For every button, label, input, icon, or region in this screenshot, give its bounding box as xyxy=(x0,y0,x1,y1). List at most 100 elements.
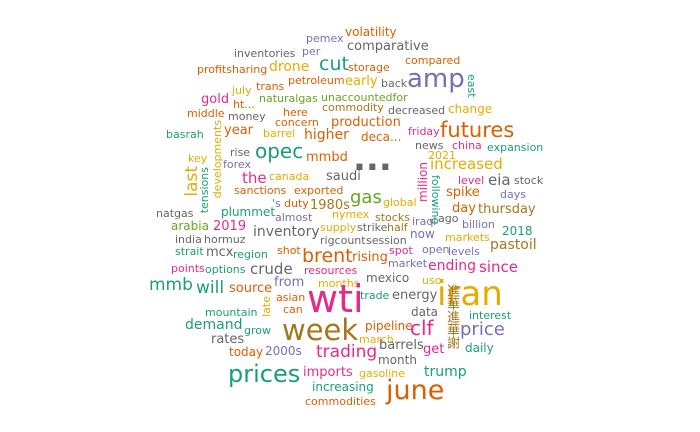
word-uso: uso xyxy=(422,274,442,287)
word-mmbd: mmbd xyxy=(306,150,348,165)
word-shot: shot xyxy=(277,244,301,257)
word-mountain: mountain xyxy=(205,306,258,319)
word-pastoil: pastoil xyxy=(490,237,537,253)
word-month: month xyxy=(378,353,417,367)
word-compared: compared xyxy=(405,54,461,67)
word-storage: storage xyxy=(348,61,390,74)
word-early: early xyxy=(345,74,378,89)
word-supply: supply xyxy=(320,221,357,234)
word-week: week xyxy=(282,313,359,347)
word-year: year xyxy=(224,123,254,138)
word-2019: 2019 xyxy=(213,219,247,234)
word-grow: grow xyxy=(244,324,271,337)
word-commodity: commodity xyxy=(322,101,384,114)
word-1980s: 1980s xyxy=(310,198,350,213)
word-sanctions: sanctions xyxy=(234,184,287,197)
word-profitsharing: profitsharing xyxy=(197,63,268,76)
word-saudi: saudi xyxy=(326,169,361,184)
word-spike: spike xyxy=(446,185,480,200)
word-inventory: inventory xyxy=(253,224,320,240)
word-futures: futures xyxy=(440,118,515,142)
word-cut: cut xyxy=(319,53,349,75)
word-open: open xyxy=(422,243,450,256)
word-brent: brent xyxy=(302,245,353,267)
word-since: since xyxy=(479,258,518,276)
word-dots: ... xyxy=(353,139,392,179)
word-data: data xyxy=(411,305,439,319)
word-spot: spot xyxy=(389,244,413,257)
word-source: source xyxy=(229,281,273,296)
word-concern: concern xyxy=(275,116,319,129)
word-here: here xyxy=(283,106,308,119)
word-energy: energy xyxy=(392,288,438,303)
word-session: session xyxy=(366,234,407,247)
word-higher: higher xyxy=(304,127,349,143)
word-news: news xyxy=(415,139,444,152)
word-days: days xyxy=(500,188,526,201)
word-2021: 2021 xyxy=(428,149,456,162)
word-can: can xyxy=(283,303,303,316)
word-ending: ending xyxy=(428,258,477,274)
word-key: key xyxy=(188,152,208,165)
word-east: east xyxy=(465,74,478,98)
word-half: half xyxy=(387,221,408,234)
word-region: region xyxy=(233,248,268,261)
word-volatility: volatility xyxy=(345,25,397,39)
word-arabia: arabia xyxy=(171,219,209,233)
word-march: march... xyxy=(359,333,405,346)
word-options: options xyxy=(205,263,246,276)
word-petroleum: petroleum xyxy=(288,74,345,87)
word-day: day xyxy=(452,201,476,216)
word-s: 's xyxy=(272,197,281,210)
word-points: points xyxy=(171,262,205,275)
word-deca: deca... xyxy=(361,130,402,144)
word-gasoline: gasoline xyxy=(359,367,406,380)
word-china: china xyxy=(452,139,482,152)
word-stocks: stocks xyxy=(375,211,410,224)
word-will: will xyxy=(196,278,225,298)
word-strike: strike xyxy=(357,221,388,234)
word-barrels: barrels xyxy=(379,338,424,353)
word-wti: wti xyxy=(307,277,364,321)
word-clf: clf xyxy=(410,316,434,340)
word-exported: exported xyxy=(294,184,344,197)
word-barrel: barrel xyxy=(263,127,296,140)
word-friday: friday xyxy=(408,125,440,138)
word-crude: crude xyxy=(250,260,293,278)
word-level: level xyxy=(458,174,485,187)
word-forex: forex xyxy=(223,158,251,171)
word-rates: rates xyxy=(211,332,245,347)
word-asian: asian xyxy=(276,291,306,304)
word-markets: markets xyxy=(445,231,490,244)
word-pemex: pemex xyxy=(306,32,344,45)
word-commodities: commodities xyxy=(305,395,376,408)
word-from: from xyxy=(274,275,305,290)
word-rigcount: rigcount xyxy=(320,234,366,247)
word-naturalgas: naturalgas xyxy=(259,92,318,105)
word-increasing: increasing xyxy=(312,380,374,394)
word-opec: opec xyxy=(255,139,304,163)
word-canada: canada xyxy=(269,170,310,183)
word-eia: eia xyxy=(488,171,511,189)
word-june: june xyxy=(386,375,445,406)
word-duty: duty xyxy=(284,197,309,210)
word-india: india xyxy=(175,233,202,246)
word-the: the xyxy=(242,169,267,187)
word-price: price xyxy=(460,319,505,340)
word-thursday: thursday xyxy=(478,202,536,217)
word-drone: drone xyxy=(269,59,310,75)
word-middle: middle xyxy=(187,107,225,120)
word-stock: stock xyxy=(514,174,544,187)
word-iran: iran xyxy=(437,274,503,314)
word-july: july xyxy=(232,84,252,97)
word-developments: developments xyxy=(211,120,224,199)
word-pipeline: pipeline xyxy=(365,319,413,333)
word-mexico: mexico xyxy=(366,271,410,285)
word-rise: rise xyxy=(230,146,251,159)
word-2018: 2018 xyxy=(502,224,533,238)
word-amp: amp xyxy=(407,64,465,94)
word-mmb: mmb xyxy=(149,275,193,295)
word-billion: billion xyxy=(462,218,495,231)
word-prices: prices xyxy=(228,360,301,388)
